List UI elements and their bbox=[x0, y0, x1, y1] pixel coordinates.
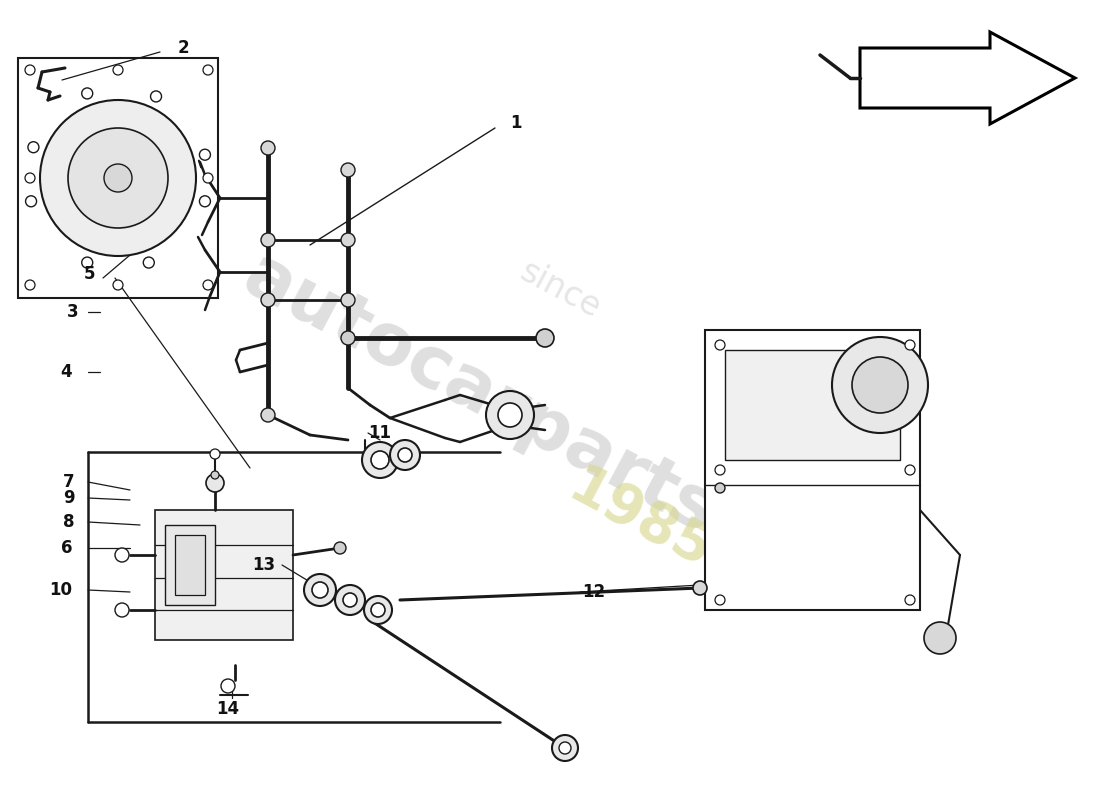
Circle shape bbox=[312, 582, 328, 598]
Bar bbox=[18, 58, 218, 298]
Circle shape bbox=[113, 280, 123, 290]
Text: 11: 11 bbox=[368, 424, 390, 442]
Circle shape bbox=[40, 100, 196, 256]
Bar bbox=[705, 330, 920, 610]
Text: 2: 2 bbox=[178, 39, 189, 57]
Circle shape bbox=[341, 293, 355, 307]
Circle shape bbox=[336, 585, 365, 615]
Circle shape bbox=[364, 596, 392, 624]
Circle shape bbox=[341, 331, 355, 345]
Circle shape bbox=[151, 91, 162, 102]
Text: 9: 9 bbox=[64, 489, 75, 507]
Circle shape bbox=[832, 337, 928, 433]
Circle shape bbox=[341, 163, 355, 177]
Circle shape bbox=[204, 65, 213, 75]
Circle shape bbox=[261, 293, 275, 307]
Circle shape bbox=[116, 603, 129, 617]
Circle shape bbox=[552, 735, 578, 761]
Circle shape bbox=[261, 141, 275, 155]
Circle shape bbox=[905, 465, 915, 475]
Circle shape bbox=[206, 474, 224, 492]
Circle shape bbox=[261, 408, 275, 422]
Text: 1985: 1985 bbox=[559, 460, 720, 580]
Bar bbox=[155, 510, 293, 640]
Circle shape bbox=[715, 465, 725, 475]
Circle shape bbox=[715, 483, 725, 493]
Circle shape bbox=[905, 340, 915, 350]
Circle shape bbox=[199, 196, 210, 206]
Circle shape bbox=[905, 595, 915, 605]
Circle shape bbox=[199, 150, 210, 160]
Circle shape bbox=[693, 581, 707, 595]
Text: 5: 5 bbox=[84, 265, 95, 283]
Circle shape bbox=[536, 329, 554, 347]
Circle shape bbox=[113, 65, 123, 75]
Circle shape bbox=[559, 742, 571, 754]
Circle shape bbox=[341, 233, 355, 247]
Circle shape bbox=[852, 357, 907, 413]
Circle shape bbox=[221, 679, 235, 693]
Bar bbox=[725, 350, 900, 460]
Text: 8: 8 bbox=[64, 513, 75, 531]
Circle shape bbox=[498, 403, 522, 427]
Circle shape bbox=[371, 451, 389, 469]
Circle shape bbox=[81, 88, 92, 99]
Circle shape bbox=[25, 196, 36, 206]
Bar bbox=[175, 535, 205, 595]
Circle shape bbox=[25, 173, 35, 183]
Circle shape bbox=[211, 471, 219, 479]
Circle shape bbox=[143, 257, 154, 268]
Text: 10: 10 bbox=[50, 581, 72, 599]
Circle shape bbox=[25, 65, 35, 75]
Circle shape bbox=[304, 574, 336, 606]
Text: 14: 14 bbox=[217, 700, 240, 718]
Circle shape bbox=[28, 142, 38, 153]
Text: 12: 12 bbox=[582, 583, 605, 601]
Circle shape bbox=[204, 173, 213, 183]
Circle shape bbox=[715, 340, 725, 350]
Circle shape bbox=[25, 280, 35, 290]
Text: autocarparts: autocarparts bbox=[232, 242, 728, 549]
Circle shape bbox=[116, 548, 129, 562]
Circle shape bbox=[343, 593, 358, 607]
Circle shape bbox=[371, 603, 385, 617]
Circle shape bbox=[924, 622, 956, 654]
Text: 3: 3 bbox=[66, 303, 78, 321]
Text: 1: 1 bbox=[510, 114, 521, 132]
Circle shape bbox=[390, 440, 420, 470]
Circle shape bbox=[261, 233, 275, 247]
Circle shape bbox=[68, 128, 168, 228]
Text: since: since bbox=[514, 255, 606, 325]
Circle shape bbox=[334, 542, 346, 554]
Circle shape bbox=[715, 595, 725, 605]
Text: 7: 7 bbox=[64, 473, 75, 491]
Circle shape bbox=[362, 442, 398, 478]
Text: 6: 6 bbox=[60, 539, 72, 557]
Circle shape bbox=[104, 164, 132, 192]
Bar bbox=[165, 525, 214, 605]
Circle shape bbox=[210, 449, 220, 459]
Circle shape bbox=[486, 391, 534, 439]
Text: 4: 4 bbox=[60, 363, 72, 381]
Text: 13: 13 bbox=[252, 556, 275, 574]
Circle shape bbox=[81, 257, 92, 268]
Circle shape bbox=[398, 448, 412, 462]
Polygon shape bbox=[860, 32, 1075, 124]
Circle shape bbox=[204, 280, 213, 290]
